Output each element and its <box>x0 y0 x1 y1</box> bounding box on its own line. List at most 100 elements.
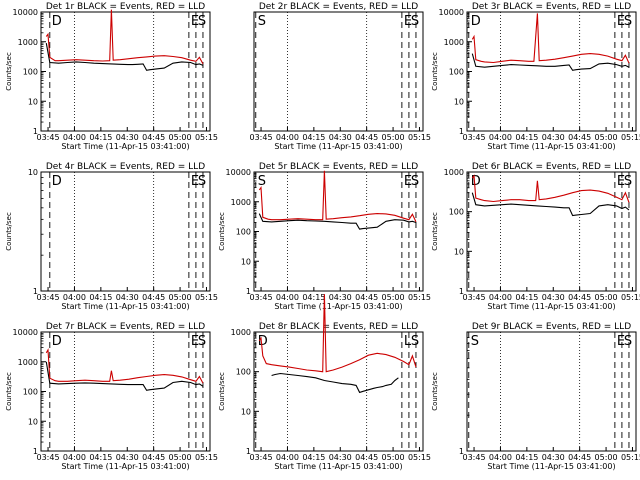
x-tick-label: 04:45 <box>355 133 378 142</box>
marker-label: S <box>258 174 266 189</box>
chart-panel-3: Det 3r BLACK = Events, RED = LLD Counts/s… <box>431 2 640 151</box>
x-tick-label: 05:15 <box>408 293 431 302</box>
events-series-line <box>258 213 417 230</box>
x-axis-label: Start Time (11-Apr-15 03:41:00) <box>487 142 615 151</box>
x-tick-label: 05:15 <box>621 293 640 302</box>
y-axis-label: Counts/sec <box>431 52 439 91</box>
marker-label: S <box>258 14 266 29</box>
marker-label: E <box>617 14 625 29</box>
x-axis-label: Start Time (11-Apr-15 03:41:00) <box>61 302 189 311</box>
y-tick-label: 1 <box>33 447 38 456</box>
plot-frame <box>253 331 424 452</box>
marker-label: D <box>471 14 481 29</box>
y-tick-label: 100 <box>236 368 251 377</box>
y-axis-label: Counts/sec <box>5 212 13 251</box>
y-axis-label: Counts/sec <box>218 372 226 411</box>
y-tick-label: 1000 <box>444 38 464 47</box>
y-tick-label: 1 <box>459 447 464 456</box>
y-tick-label: 1 <box>459 127 464 136</box>
y-tick-label: 10000 <box>13 8 38 17</box>
y-tick-label: 10 <box>28 168 38 177</box>
plot-frame <box>40 11 211 132</box>
y-tick-label: 1 <box>33 287 38 296</box>
y-tick-label: 1 <box>33 127 38 136</box>
x-tick-label: 04:30 <box>542 453 565 462</box>
chart-panel-6: Det 6r BLACK = Events, RED = LLD Counts/s… <box>431 162 640 311</box>
chart-panel-9: Det 9r BLACK = Events, RED = LLD Counts/s… <box>431 322 640 471</box>
y-tick-label: 10 <box>241 257 251 266</box>
y-tick-label: 10000 <box>439 8 464 17</box>
x-tick-label: 05:15 <box>621 133 640 142</box>
x-tick-label: 05:15 <box>408 133 431 142</box>
x-tick-label: 04:30 <box>542 133 565 142</box>
plot-frame <box>466 171 637 292</box>
y-tick-label: 10000 <box>226 168 251 177</box>
y-tick-label: 1000 <box>444 168 464 177</box>
x-tick-label: 03:45 <box>463 133 486 142</box>
chart-panel-8: Det 8r BLACK = Events, RED = LLD Counts/s… <box>218 294 431 471</box>
plot-frame <box>40 331 211 452</box>
x-tick-label: 04:45 <box>142 133 165 142</box>
x-axis-label: Start Time (11-Apr-15 03:41:00) <box>274 462 402 471</box>
y-axis-label: Counts/sec <box>431 212 439 251</box>
chart-panel-4: Det 4r BLACK = Events, RED = LLD Counts/s… <box>5 162 218 311</box>
x-tick-label: 04:45 <box>568 293 591 302</box>
x-tick-label: 04:45 <box>142 453 165 462</box>
events-series-line <box>471 192 630 217</box>
chart-title: Det 2r BLACK = Events, RED = LLD <box>259 2 418 12</box>
y-tick-label: 10 <box>28 97 38 106</box>
y-tick-label: 100 <box>449 68 464 77</box>
x-tick-label: 04:00 <box>276 453 299 462</box>
plot-frame <box>40 171 211 292</box>
y-tick-label: 100 <box>449 208 464 217</box>
chart-title: Det 8r BLACK = Events, RED = LLD <box>259 322 418 332</box>
chart-title: Det 5r BLACK = Events, RED = LLD <box>259 162 418 172</box>
x-tick-label: 05:00 <box>595 453 618 462</box>
x-tick-label: 03:45 <box>463 453 486 462</box>
x-tick-label: 04:15 <box>89 293 112 302</box>
marker-label: S <box>198 14 206 29</box>
x-tick-label: 04:45 <box>568 453 591 462</box>
x-tick-label: 04:30 <box>116 293 139 302</box>
x-tick-label: 04:15 <box>302 453 325 462</box>
y-tick-label: 1000 <box>231 198 251 207</box>
x-tick-label: 05:00 <box>382 133 405 142</box>
x-tick-label: 04:00 <box>276 293 299 302</box>
x-tick-label: 05:00 <box>169 453 192 462</box>
marker-label: D <box>258 334 268 349</box>
marker-label: L <box>404 334 412 349</box>
x-tick-label: 04:30 <box>329 293 352 302</box>
x-tick-label: 04:00 <box>489 133 512 142</box>
marker-label: E <box>617 334 625 349</box>
x-tick-label: 04:15 <box>89 453 112 462</box>
marker-label: E <box>617 174 625 189</box>
plot-frame <box>253 171 424 292</box>
events-series-line <box>271 372 399 394</box>
x-tick-label: 04:30 <box>329 453 352 462</box>
x-tick-label: 05:00 <box>382 453 405 462</box>
x-tick-label: 04:45 <box>355 293 378 302</box>
y-tick-label: 10 <box>454 247 464 256</box>
y-axis-label: Counts/sec <box>431 372 439 411</box>
y-axis-label: Counts/sec <box>5 52 13 91</box>
x-tick-label: 04:30 <box>116 453 139 462</box>
x-tick-label: 04:30 <box>542 293 565 302</box>
x-tick-label: 04:15 <box>515 453 538 462</box>
x-tick-label: 03:45 <box>250 293 273 302</box>
y-tick-label: 10 <box>454 97 464 106</box>
x-tick-label: 04:00 <box>63 293 86 302</box>
chart-title: Det 9r BLACK = Events, RED = LLD <box>472 322 631 332</box>
plot-frame <box>253 11 424 132</box>
chart-title: Det 6r BLACK = Events, RED = LLD <box>472 162 631 172</box>
x-tick-label: 04:15 <box>302 133 325 142</box>
events-series-line <box>45 361 204 391</box>
x-tick-label: 05:00 <box>169 133 192 142</box>
x-axis-label: Start Time (11-Apr-15 03:41:00) <box>274 142 402 151</box>
x-tick-label: 05:00 <box>595 293 618 302</box>
marker-label: D <box>52 334 62 349</box>
x-tick-label: 04:15 <box>515 293 538 302</box>
x-axis-label: Start Time (11-Apr-15 03:41:00) <box>487 462 615 471</box>
y-tick-label: 1 <box>246 447 251 456</box>
y-tick-label: 1 <box>246 287 251 296</box>
